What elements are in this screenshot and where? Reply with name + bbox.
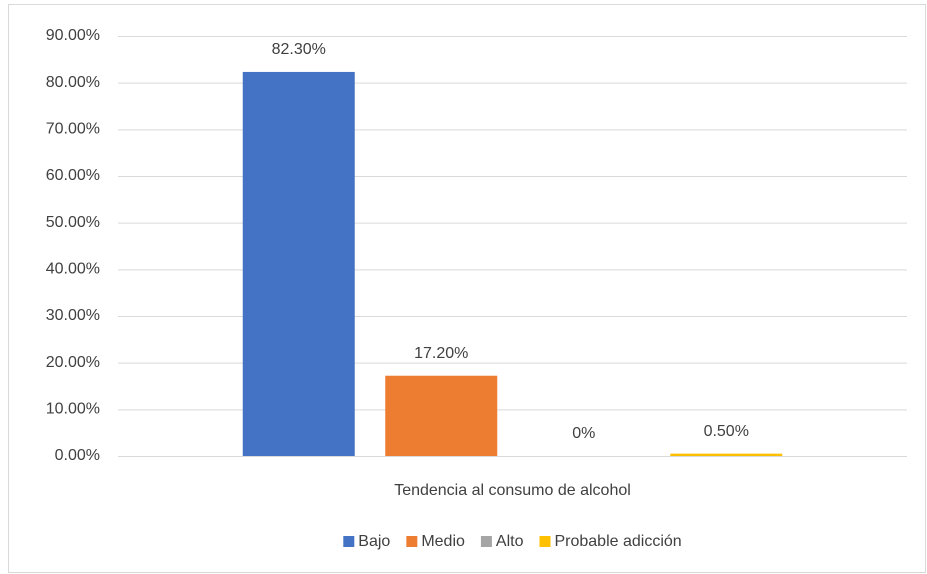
y-tick-label: 40.00% (46, 261, 100, 278)
y-tick-label: 50.00% (46, 214, 100, 231)
legend-label: Bajo (358, 533, 390, 550)
y-tick-label: 70.00% (46, 121, 100, 138)
chart-border (8, 4, 926, 573)
bar (670, 453, 783, 456)
legend-label: Alto (496, 533, 524, 550)
y-tick-label: 0.00% (55, 447, 100, 464)
legend-label: Probable adicción (554, 533, 681, 550)
value-label: 17.20% (414, 345, 468, 362)
value-label: 82.30% (272, 41, 326, 58)
legend-label: Medio (421, 533, 465, 550)
value-label: 0.50% (704, 423, 749, 440)
bar (385, 375, 498, 456)
value-label: 0% (572, 425, 595, 442)
y-tick-label: 60.00% (46, 167, 100, 184)
legend-swatch (539, 536, 551, 547)
legend-swatch (343, 536, 355, 547)
y-tick-label: 90.00% (46, 27, 100, 44)
y-tick-label: 30.00% (46, 307, 100, 324)
y-tick-label: 10.00% (46, 401, 100, 418)
y-tick-label: 80.00% (46, 74, 100, 91)
x-tick-label: Tendencia al consumo de alcohol (394, 482, 631, 499)
legend-swatch (480, 536, 492, 547)
y-tick-label: 20.00% (46, 354, 100, 371)
legend-swatch (406, 536, 418, 547)
bar (242, 71, 355, 456)
